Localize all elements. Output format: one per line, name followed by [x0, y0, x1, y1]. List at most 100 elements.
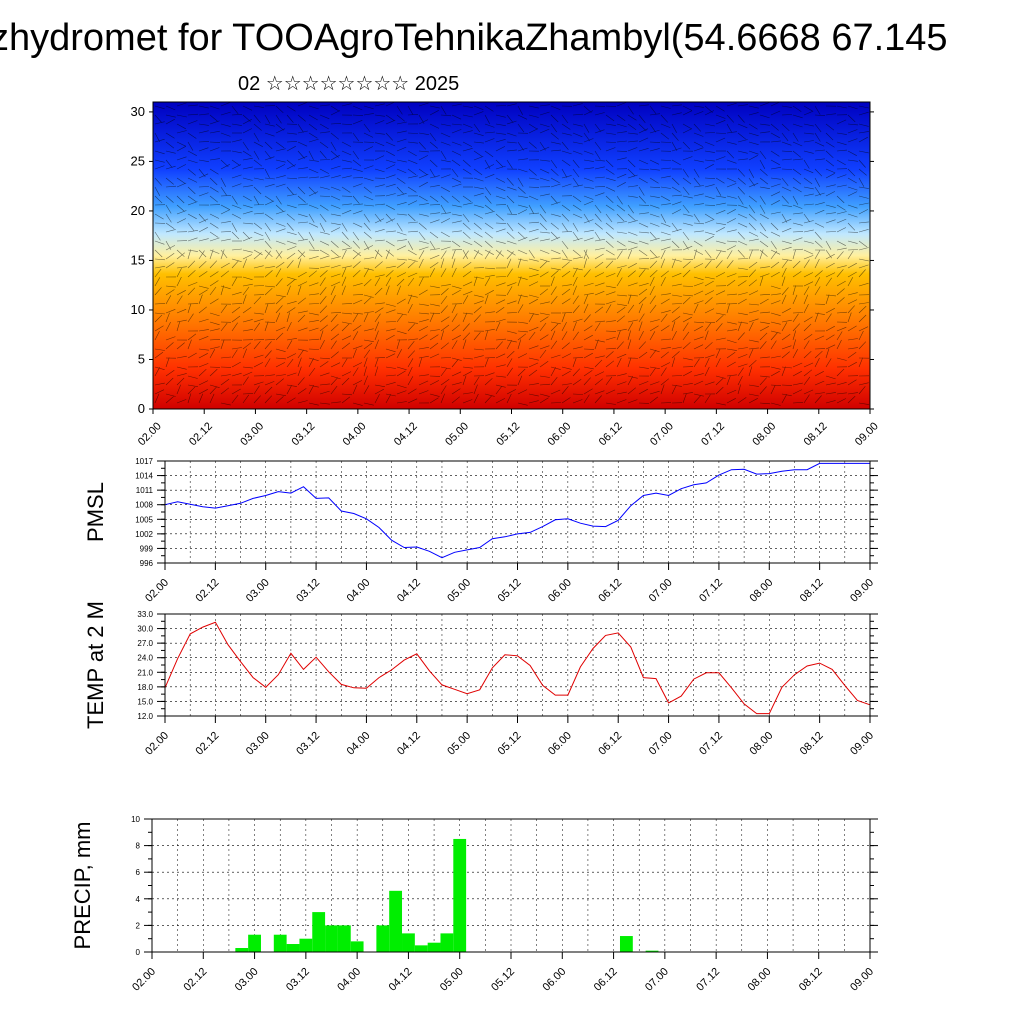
- wind-barb: [286, 279, 295, 287]
- x-tick-label: 03.00: [244, 730, 272, 758]
- wind-barb: [682, 316, 692, 323]
- wind-barb: [253, 354, 264, 359]
- wind-barb: [638, 114, 646, 123]
- wind-barb: [594, 204, 602, 214]
- wind-barb: [638, 222, 649, 228]
- wind-barb: [407, 338, 418, 341]
- x-tick-label: 02.12: [194, 577, 222, 605]
- wind-barb: [715, 195, 726, 198]
- wind-barb: [187, 177, 198, 183]
- wind-barb: [660, 141, 672, 143]
- wind-barb: [253, 114, 261, 123]
- wind-barb: [858, 105, 869, 109]
- wind-barb: [770, 285, 781, 290]
- wind-barb: [363, 257, 374, 260]
- wind-barb: [154, 266, 165, 269]
- wind-barb: [462, 312, 468, 323]
- wind-barb: [451, 159, 461, 167]
- wind-barb: [187, 132, 197, 139]
- wind-barb: [803, 316, 813, 323]
- wind-barb: [429, 240, 436, 250]
- wind-barb: [462, 399, 473, 404]
- wind-barb: [594, 129, 605, 134]
- wind-barb: [220, 270, 230, 278]
- wind-barb: [539, 312, 550, 316]
- wind-barb: [165, 312, 170, 323]
- wind-barb: [264, 358, 271, 368]
- wind-barb: [275, 204, 284, 212]
- wind-barb: [561, 288, 571, 296]
- wind-barb: [297, 310, 308, 314]
- wind-barb: [297, 176, 309, 179]
- wind-barb: [440, 367, 448, 377]
- wind-barb: [440, 366, 451, 370]
- wind-barb: [462, 262, 472, 269]
- wind-barb: [704, 308, 715, 314]
- wind-barb: [660, 325, 670, 332]
- wind-barb: [473, 314, 482, 323]
- wind-barb: [847, 325, 857, 332]
- wind-barb: [209, 368, 218, 377]
- wind-barb: [638, 159, 649, 165]
- wind-barb: [671, 123, 677, 133]
- wind-barb: [231, 349, 238, 359]
- wind-barb: [242, 141, 249, 151]
- wind-barb: [165, 118, 175, 125]
- wind-barb: [407, 132, 419, 134]
- wind-barb: [803, 303, 809, 314]
- wind-barb: [693, 240, 703, 247]
- x-tick-label: 05.00: [445, 730, 473, 758]
- x-tick-label: 08.00: [747, 730, 775, 758]
- wind-barb: [638, 195, 647, 204]
- wind-barb: [396, 313, 404, 323]
- wind-barb: [803, 132, 814, 135]
- wind-barb: [253, 339, 265, 341]
- wind-barb: [627, 387, 636, 395]
- wind-barb: [781, 345, 792, 350]
- wind-barb: [748, 348, 754, 359]
- wind-barb: [231, 164, 242, 170]
- wind-barb: [759, 341, 767, 350]
- wind-barb: [616, 267, 622, 278]
- precip-bar: [402, 933, 415, 952]
- wind-barb: [506, 330, 517, 334]
- wind-barb: [836, 159, 846, 166]
- wind-barb: [781, 177, 789, 186]
- wind-barb: [242, 204, 253, 209]
- wind-barb: [726, 375, 731, 386]
- wind-barb: [638, 249, 648, 257]
- wind-barb: [682, 312, 693, 316]
- wind-barb: [198, 173, 209, 179]
- y-tick-label: 30.0: [137, 625, 153, 634]
- wind-barb: [297, 203, 308, 206]
- wind-barb: [429, 254, 440, 260]
- wind-barb: [176, 195, 185, 204]
- wind-barb: [693, 177, 701, 186]
- wind-barb: [737, 363, 748, 368]
- wind-barb: [858, 202, 869, 206]
- wind-barb: [363, 268, 370, 278]
- wind-barb: [616, 123, 627, 128]
- wind-barb: [627, 168, 636, 177]
- wind-barb: [385, 277, 392, 287]
- wind-barb: [396, 114, 405, 122]
- wind-barb: [649, 396, 659, 404]
- wind-barb: [330, 333, 340, 341]
- wind-barb: [231, 291, 242, 296]
- wind-barb: [484, 328, 495, 332]
- wind-barb: [649, 367, 656, 377]
- wind-barb: [319, 240, 330, 246]
- wind-barb: [660, 186, 671, 189]
- wind-barb: [671, 104, 682, 107]
- wind-barb: [319, 114, 330, 120]
- wind-barb: [550, 330, 556, 341]
- wind-barb: [836, 280, 846, 287]
- wind-barb: [275, 278, 283, 287]
- wind-barb: [341, 267, 347, 278]
- wind-barb: [858, 111, 869, 116]
- wind-barb: [638, 321, 643, 332]
- x-tick-label: 04.12: [395, 730, 423, 758]
- wind-barb: [616, 353, 627, 359]
- wind-barb: [561, 383, 572, 386]
- wind-barb: [363, 186, 372, 194]
